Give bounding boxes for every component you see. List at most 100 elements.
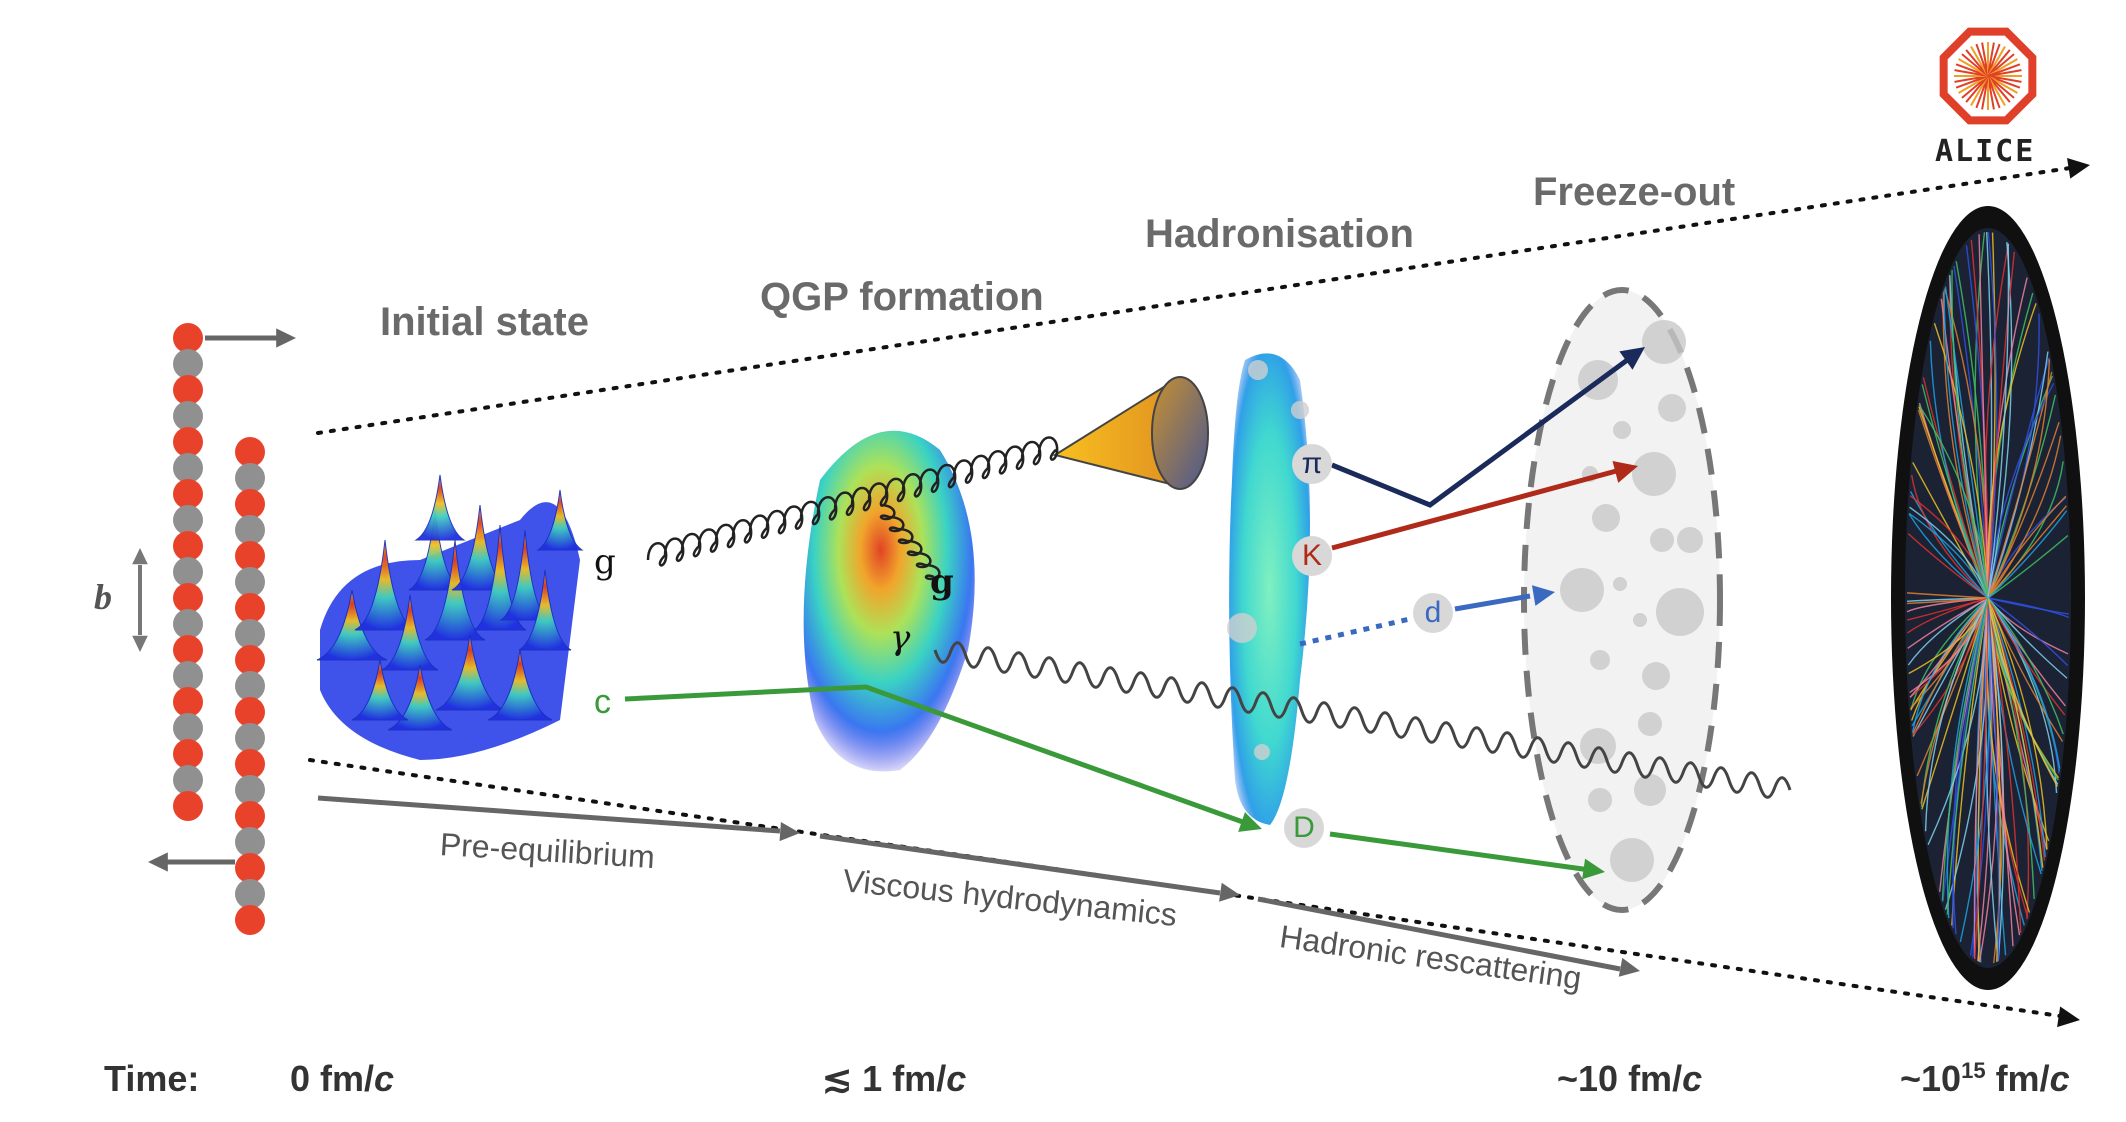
detector-track — [1973, 597, 1989, 960]
nucleon — [173, 531, 203, 561]
freeze-out-hadron — [1580, 728, 1616, 764]
nucleon — [173, 583, 203, 613]
nucleon — [235, 775, 265, 805]
badge-kaon: K — [1292, 536, 1332, 576]
nucleon — [235, 723, 265, 753]
detector-track — [1912, 597, 1989, 735]
badge-deuteron: d — [1413, 593, 1453, 633]
freeze-out-hadron — [1590, 650, 1610, 670]
detector-track — [1987, 597, 2022, 933]
impact-parameter-arrow-up — [132, 548, 148, 565]
landscape-peak — [351, 659, 409, 721]
landscape-peak — [487, 649, 553, 721]
charm-track-head — [1238, 812, 1262, 832]
nucleon — [173, 609, 203, 639]
gluon-track — [646, 436, 1059, 567]
detector-track — [1987, 597, 2046, 858]
alice-logo-text: ALICE — [1935, 134, 2036, 169]
jet-cone — [1052, 376, 1209, 490]
nucleon — [235, 541, 265, 571]
nucleon — [235, 645, 265, 675]
detector-track — [1987, 422, 2060, 599]
nucleon — [235, 593, 265, 623]
detector-track — [1987, 597, 2000, 962]
nucleon — [235, 801, 265, 831]
cone-upper-arrowhead — [2067, 158, 2090, 179]
nucleon — [173, 739, 203, 769]
detector-track — [1987, 251, 2015, 599]
landscape-peak — [414, 474, 466, 541]
detector-track — [1984, 243, 2010, 599]
nucleon — [173, 791, 203, 821]
detector-track — [1951, 269, 1989, 599]
cone-lower-arrowhead — [2057, 1006, 2080, 1028]
nucleon — [173, 479, 203, 509]
detector-track — [1987, 231, 1998, 599]
time-1e15: ~1015 fm/c — [1900, 1058, 2070, 1099]
nucleon — [235, 853, 265, 883]
arrow-pre-equilibrium-head — [779, 822, 800, 842]
radiated-gluon-track — [879, 503, 941, 581]
detector-track — [1987, 597, 2058, 794]
detector-track — [1959, 597, 1992, 943]
label-impact-parameter: b — [94, 577, 112, 617]
label-charm: c — [594, 683, 611, 721]
detector-track — [1908, 513, 1989, 599]
freeze-out-hadron — [1588, 788, 1612, 812]
label-kaon: K — [1301, 539, 1322, 572]
label-pion: π — [1301, 447, 1323, 480]
detector-track — [1952, 597, 1989, 929]
detector-track — [1973, 597, 1989, 960]
detector-track — [1921, 384, 1989, 599]
landscape-peak — [316, 589, 388, 661]
nucleon — [173, 687, 203, 717]
nucleon — [173, 401, 203, 431]
deuteron-track-dotted — [1299, 616, 1411, 647]
nucleon — [173, 635, 203, 665]
particle-tracks — [624, 347, 1792, 880]
nucleon — [173, 375, 203, 405]
kaon-track — [1331, 467, 1621, 551]
label-gluon-radiated: g — [930, 562, 954, 602]
nucleon — [173, 453, 203, 483]
freeze-out-hadron — [1610, 838, 1654, 882]
timeline-label: Time: — [104, 1058, 200, 1099]
detector-track — [1987, 597, 2035, 899]
nucleon — [235, 619, 265, 649]
detector-track — [1911, 474, 1989, 599]
freeze-out-hadron — [1658, 394, 1686, 422]
arrow-viscous-hydrodynamics — [819, 833, 1221, 896]
nucleon — [235, 749, 265, 779]
hadron-droplet — [1291, 401, 1309, 419]
nucleon — [235, 515, 265, 545]
detector-track — [1987, 597, 2048, 850]
detector-track — [1987, 597, 2059, 787]
d-meson-track-head — [1582, 858, 1605, 880]
landscape-peak — [536, 489, 584, 551]
freeze-out-hadron — [1632, 452, 1676, 496]
nucleus-velocity-right-head — [276, 328, 296, 348]
detector-track — [1909, 491, 1989, 599]
detector-track — [1908, 512, 1989, 599]
nucleon — [235, 905, 265, 935]
nucleon — [235, 879, 265, 909]
badge-d-meson: D — [1284, 808, 1324, 848]
time-1: ≲ 1 fm/c — [822, 1058, 967, 1099]
arrow-hadronic-rescattering-head — [1618, 957, 1640, 977]
landscape-peak — [381, 594, 439, 671]
nucleon — [173, 349, 203, 379]
freeze-out-hadron — [1642, 662, 1670, 690]
detector-track — [1946, 597, 1989, 915]
freeze-out-hadron — [1642, 320, 1686, 364]
detector-track — [1924, 597, 1989, 832]
label-deuteron: d — [1424, 596, 1442, 629]
nucleon — [235, 827, 265, 857]
time-0: 0 fm/c — [290, 1058, 395, 1099]
charm-track — [624, 684, 1255, 829]
nucleon — [173, 323, 203, 353]
nucleon — [235, 567, 265, 597]
label-gluon: g — [594, 542, 616, 582]
arrow-viscous-hydrodynamics-head — [1219, 882, 1240, 902]
